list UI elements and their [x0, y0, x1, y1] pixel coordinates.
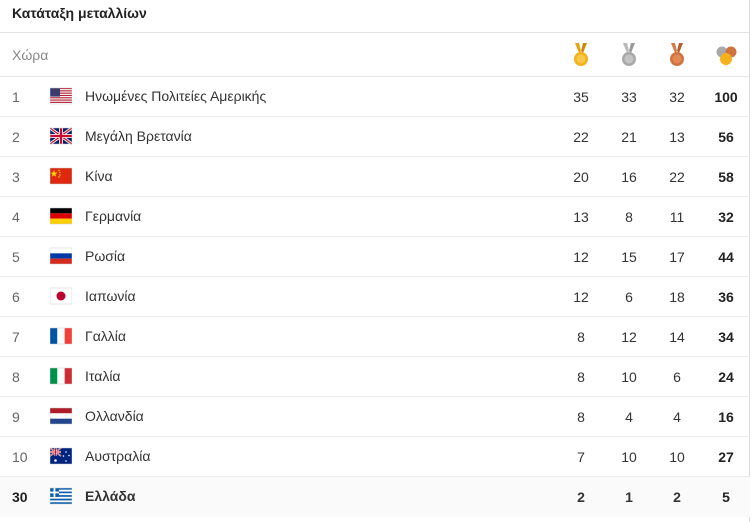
- rank-cell: 7: [12, 329, 20, 345]
- silver-count: 16: [621, 169, 637, 185]
- total-count: 58: [718, 169, 734, 185]
- country-name: Ιταλία: [85, 368, 121, 384]
- bronze-count: 6: [673, 369, 681, 385]
- gold-count: 8: [577, 369, 585, 385]
- country-name: Αυστραλία: [85, 448, 151, 464]
- table-row[interactable]: 10 Αυστραλία 7 10 10 27: [0, 437, 750, 477]
- gold-count: 35: [573, 89, 589, 105]
- gold-count: 13: [573, 209, 589, 225]
- rank-cell: 10: [12, 449, 28, 465]
- silver-count: 12: [621, 329, 637, 345]
- country-name: Ελλάδα: [85, 488, 136, 504]
- gold-count: 8: [577, 329, 585, 345]
- table-row[interactable]: 7 Γαλλία 8 12 14 34: [0, 317, 750, 357]
- gold-medal-icon[interactable]: [569, 42, 593, 68]
- country-name: Μεγάλη Βρετανία: [85, 128, 192, 144]
- country-flag-icon: [49, 126, 73, 146]
- country-name: Ιαπωνία: [85, 288, 136, 304]
- bronze-count: 14: [669, 329, 685, 345]
- silver-count: 10: [621, 369, 637, 385]
- silver-count: 6: [625, 289, 633, 305]
- silver-count: 1: [625, 489, 633, 505]
- rank-cell: 3: [12, 169, 20, 185]
- country-flag-icon: [49, 246, 73, 266]
- total-count: 27: [718, 449, 734, 465]
- total-count: 100: [714, 89, 738, 105]
- silver-count: 21: [621, 129, 637, 145]
- total-count: 56: [718, 129, 734, 145]
- gold-count: 2: [577, 489, 585, 505]
- total-count: 34: [718, 329, 734, 345]
- country-name: Γαλλία: [85, 328, 127, 344]
- bronze-count: 4: [673, 409, 681, 425]
- gold-count: 7: [577, 449, 585, 465]
- medal-rows: 1 Ηνωμένες Πολιτείες Αμερικής 35 33 32 100 2 Με…: [0, 77, 750, 517]
- bronze-count: 2: [673, 489, 681, 505]
- table-row[interactable]: 2 Μεγάλη Βρετανία 22 21 13 56: [0, 117, 750, 157]
- total-count: 24: [718, 369, 734, 385]
- rank-cell: 5: [12, 249, 20, 265]
- country-flag-icon: [49, 446, 73, 466]
- silver-count: 8: [625, 209, 633, 225]
- table-row[interactable]: 3 Κίνα 20 16 22 58: [0, 157, 750, 197]
- rank-cell: 4: [12, 209, 20, 225]
- table-row[interactable]: 6 Ιαπωνία 12 6 18 36: [0, 277, 750, 317]
- total-count: 44: [718, 249, 734, 265]
- country-column-header: Χώρα: [12, 47, 49, 63]
- country-flag-icon: [49, 166, 73, 186]
- table-row[interactable]: 4 Γερμανία 13 8 11 32: [0, 197, 750, 237]
- bronze-count: 18: [669, 289, 685, 305]
- bronze-count: 17: [669, 249, 685, 265]
- silver-count: 33: [621, 89, 637, 105]
- country-flag-icon: [49, 366, 73, 386]
- country-name: Κίνα: [85, 168, 113, 184]
- rank-cell: 9: [12, 409, 20, 425]
- country-flag-icon: [49, 406, 73, 426]
- country-name: Ολλανδία: [85, 408, 144, 424]
- gold-count: 12: [573, 289, 589, 305]
- bronze-count: 32: [669, 89, 685, 105]
- country-name: Ρωσία: [85, 248, 126, 264]
- silver-count: 4: [625, 409, 633, 425]
- table-row[interactable]: 5 Ρωσία 12 15 17 44: [0, 237, 750, 277]
- table-header: Χώρα: [0, 33, 750, 77]
- gold-count: 20: [573, 169, 589, 185]
- country-flag-icon: [49, 486, 73, 506]
- silver-count: 10: [621, 449, 637, 465]
- total-count: 32: [718, 209, 734, 225]
- gold-count: 8: [577, 409, 585, 425]
- silver-medal-icon[interactable]: [617, 42, 641, 68]
- bronze-count: 10: [669, 449, 685, 465]
- card-title: Κατάταξη μεταλλίων: [0, 0, 749, 33]
- silver-count: 15: [621, 249, 637, 265]
- total-medals-icon[interactable]: [714, 42, 738, 68]
- country-flag-icon: [49, 286, 73, 306]
- rank-cell: 2: [12, 129, 20, 145]
- table-row[interactable]: 1 Ηνωμένες Πολιτείες Αμερικής 35 33 32 100: [0, 77, 750, 117]
- table-row[interactable]: 8 Ιταλία 8 10 6 24: [0, 357, 750, 397]
- bronze-count: 13: [669, 129, 685, 145]
- country-flag-icon: [49, 86, 73, 106]
- total-count: 16: [718, 409, 734, 425]
- rank-cell: 30: [12, 489, 28, 505]
- gold-count: 22: [573, 129, 589, 145]
- total-count: 5: [722, 489, 730, 505]
- total-count: 36: [718, 289, 734, 305]
- bronze-medal-icon[interactable]: [665, 42, 689, 68]
- gold-count: 12: [573, 249, 589, 265]
- country-name: Γερμανία: [85, 208, 142, 224]
- bronze-count: 11: [669, 209, 685, 225]
- table-row-highlight[interactable]: 30 Ελλάδα 2 1 2 5: [0, 477, 750, 517]
- country-flag-icon: [49, 206, 73, 226]
- rank-cell: 8: [12, 369, 20, 385]
- country-flag-icon: [49, 326, 73, 346]
- rank-cell: 1: [12, 89, 20, 105]
- rank-cell: 6: [12, 289, 20, 305]
- country-name: Ηνωμένες Πολιτείες Αμερικής: [85, 88, 267, 104]
- bronze-count: 22: [669, 169, 685, 185]
- table-row[interactable]: 9 Ολλανδία 8 4 4 16: [0, 397, 750, 437]
